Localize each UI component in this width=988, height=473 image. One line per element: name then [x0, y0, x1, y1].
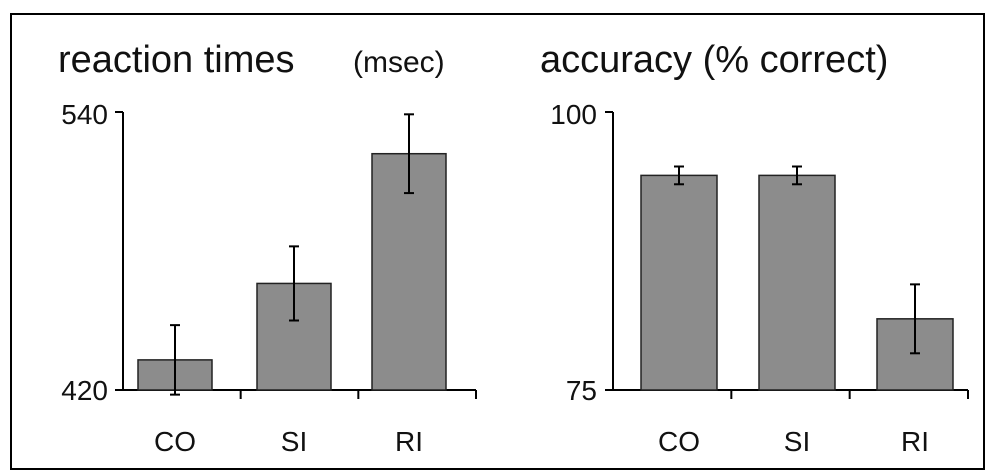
reaction-times-chart: reaction times (msec) 540 420 CO SI RI	[58, 39, 477, 457]
y-tick-label-min: 75	[566, 375, 597, 406]
x-tick-label: RI	[901, 426, 929, 457]
chart-title: accuracy (% correct)	[540, 39, 888, 81]
x-tick-label: RI	[395, 426, 423, 457]
y-tick-label-min: 420	[61, 375, 108, 406]
accuracy-chart: accuracy (% correct) 100 75 CO SI RI	[540, 39, 969, 457]
x-tick-label: CO	[658, 426, 700, 457]
bar-co	[640, 174, 718, 391]
bar-si	[256, 282, 332, 391]
chart-title-unit: (msec)	[353, 46, 445, 79]
x-tick-label: CO	[154, 426, 196, 457]
y-tick-label-max: 540	[61, 99, 108, 130]
x-tick-label: SI	[784, 426, 810, 457]
x-tick-label: SI	[281, 426, 307, 457]
bar-si	[758, 174, 836, 391]
chart-title: reaction times	[58, 39, 295, 81]
y-tick-label-max: 100	[550, 99, 597, 130]
